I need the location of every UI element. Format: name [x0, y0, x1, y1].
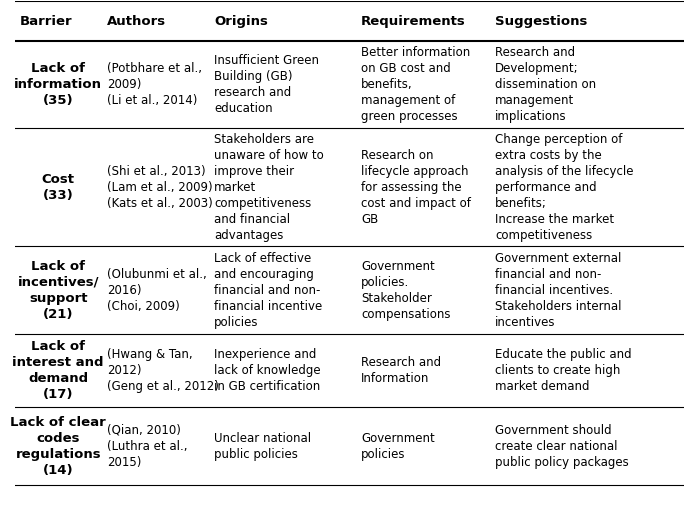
- Text: Lack of
interest and
demand
(17): Lack of interest and demand (17): [12, 340, 104, 401]
- Text: (Hwang & Tan,
2012)
(Geng et al., 2012): (Hwang & Tan, 2012) (Geng et al., 2012): [107, 348, 219, 393]
- Text: Lack of
incentives/
support
(21): Lack of incentives/ support (21): [18, 260, 99, 321]
- Text: Government should
create clear national
public policy packages: Government should create clear national …: [495, 424, 629, 468]
- Text: Cost
(33): Cost (33): [42, 173, 75, 202]
- Text: Better information
on GB cost and
benefits,
management of
green processes: Better information on GB cost and benefi…: [361, 46, 471, 123]
- Text: Educate the public and
clients to create high
market demand: Educate the public and clients to create…: [495, 348, 632, 393]
- Text: (Potbhare et al.,
2009)
(Li et al., 2014): (Potbhare et al., 2009) (Li et al., 2014…: [107, 62, 202, 107]
- Text: Authors: Authors: [107, 15, 166, 27]
- Text: (Shi et al., 2013)
(Lam et al., 2009)
(Kats et al., 2003): (Shi et al., 2013) (Lam et al., 2009) (K…: [107, 165, 213, 210]
- Text: Insufficient Green
Building (GB)
research and
education: Insufficient Green Building (GB) researc…: [214, 54, 319, 115]
- Text: Government
policies: Government policies: [361, 431, 435, 461]
- Text: Requirements: Requirements: [361, 15, 466, 27]
- Text: Unclear national
public policies: Unclear national public policies: [214, 431, 311, 461]
- Text: Government external
financial and non-
financial incentives.
Stakeholders intern: Government external financial and non- f…: [495, 252, 621, 329]
- Text: Lack of clear
codes
regulations
(14): Lack of clear codes regulations (14): [10, 416, 106, 477]
- Text: Origins: Origins: [214, 15, 268, 27]
- Text: (Olubunmi et al.,
2016)
(Choi, 2009): (Olubunmi et al., 2016) (Choi, 2009): [107, 268, 207, 313]
- Text: Suggestions: Suggestions: [495, 15, 587, 27]
- Text: Stakeholders are
unaware of how to
improve their
market
competitiveness
and fina: Stakeholders are unaware of how to impro…: [214, 133, 324, 242]
- Text: Lack of
information
(35): Lack of information (35): [14, 62, 102, 107]
- Text: Government
policies.
Stakeholder
compensations: Government policies. Stakeholder compens…: [361, 260, 451, 321]
- Text: Research and
Information: Research and Information: [361, 356, 441, 385]
- Text: Inexperience and
lack of knowledge
in GB certification: Inexperience and lack of knowledge in GB…: [214, 348, 321, 393]
- Text: Research on
lifecycle approach
for assessing the
cost and impact of
GB: Research on lifecycle approach for asses…: [361, 149, 471, 226]
- Text: Lack of effective
and encouraging
financial and non-
financial incentive
policie: Lack of effective and encouraging financ…: [214, 252, 323, 329]
- Text: Research and
Development;
dissemination on
management
implications: Research and Development; dissemination …: [495, 46, 596, 123]
- Text: Change perception of
extra costs by the
analysis of the lifecycle
performance an: Change perception of extra costs by the …: [495, 133, 634, 242]
- Text: Barrier: Barrier: [20, 15, 73, 27]
- Text: (Qian, 2010)
(Luthra et al.,
2015): (Qian, 2010) (Luthra et al., 2015): [107, 424, 188, 468]
